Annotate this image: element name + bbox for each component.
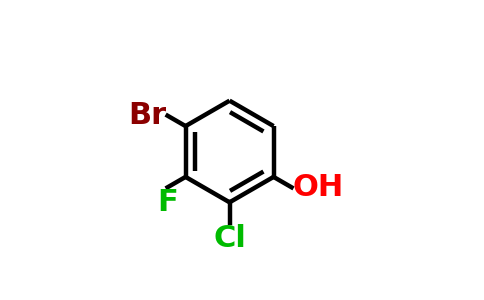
Text: OH: OH [293, 173, 344, 202]
Text: Br: Br [128, 101, 166, 130]
Text: F: F [157, 188, 178, 218]
Text: Cl: Cl [213, 224, 246, 253]
